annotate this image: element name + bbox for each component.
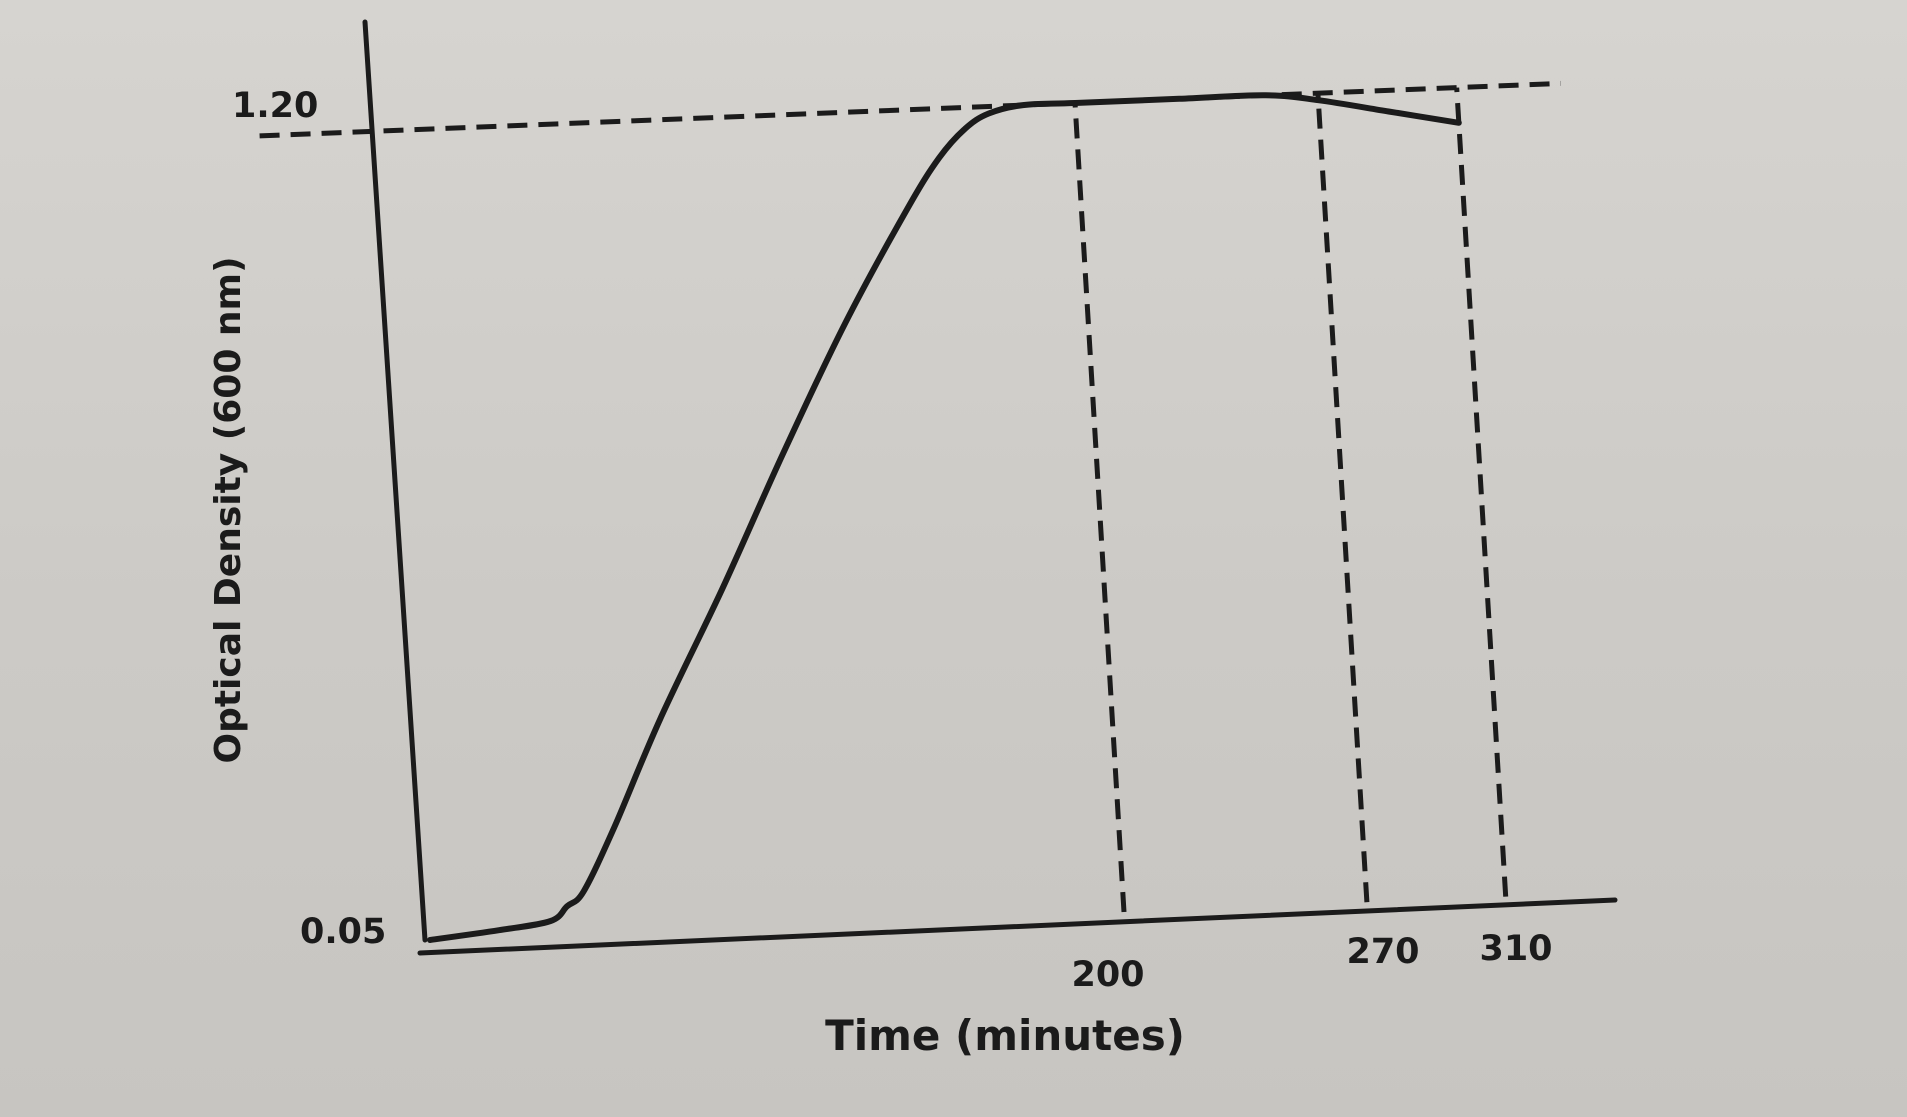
- x-tick-label-310: 310: [1479, 929, 1552, 969]
- x-axis: [417, 897, 1618, 956]
- x-axis-title: Time (minutes): [825, 1011, 1185, 1060]
- y-tick-labels: 0.05 1.20: [232, 86, 386, 952]
- ref-line-vertical-1: [1072, 102, 1127, 913]
- reference-lines: [259, 80, 1561, 913]
- growth-curve-line-0: [427, 92, 1462, 943]
- x-tick-label-200: 200: [1071, 955, 1144, 995]
- ref-line-vertical-2: [1315, 93, 1370, 903]
- series-layer: [427, 92, 1462, 943]
- ref-line-horizontal: [259, 80, 1561, 139]
- y-tick-label-high: 1.20: [232, 86, 318, 126]
- x-tick-label-270: 270: [1346, 932, 1419, 972]
- y-axis: [362, 19, 428, 943]
- ref-line-vertical-3: [1454, 87, 1509, 897]
- y-axis-title: Optical Density (600 nm): [208, 256, 249, 763]
- y-tick-label-low: 0.05: [300, 912, 386, 952]
- x-tick-labels: 200 270 310: [1071, 929, 1552, 995]
